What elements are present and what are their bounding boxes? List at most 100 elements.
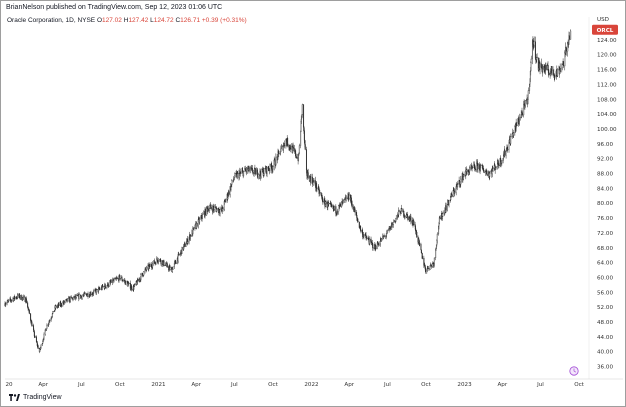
y-axis-tick-label: 56.00 [597,290,613,296]
candle-body [539,63,541,71]
candle-body [111,279,113,283]
candle-body [292,147,294,149]
candle-body [225,199,227,202]
candle-body [401,208,403,212]
candle-body [420,243,422,251]
candle-body [196,223,198,229]
candle-body [451,194,453,197]
y-axis-tick-label: 92.00 [597,157,613,163]
y-axis-tick-label: 124.00 [597,38,617,44]
candle-body [378,243,380,246]
candle-body [298,145,300,154]
x-axis-tick-label: Apr [38,382,48,388]
candle-body [413,220,415,225]
candle-body [193,227,195,229]
candle-body [163,260,165,266]
ohlc-change: +0.39 (+0.31%) [201,17,247,24]
candle-body [20,295,22,298]
candle-body [416,232,418,238]
candle-body [216,208,218,210]
candle-body [392,221,394,225]
footer-brand[interactable]: TradingView [9,394,62,401]
candle-body [266,166,268,174]
candle-body [469,167,471,172]
candle-body [287,138,289,146]
x-axis-tick-label: 20 [5,382,13,388]
x-axis: 20 Apr Jul Oct 2021 Apr Jul Oct 2022 Apr Jul Oct 202… [5,378,623,388]
candle-body [398,210,400,212]
x-axis-tick-label: Apr [497,382,507,388]
y-axis-tick-label: 108.00 [597,97,617,103]
candle-body [466,169,468,172]
candle-body [351,203,353,208]
candle-body [90,292,92,296]
candle-body [322,200,324,203]
candle-body [34,336,36,338]
candle-body [93,290,95,292]
y-axis-tick-label: 68.00 [597,246,613,252]
candle-body [533,41,535,46]
candle-body [474,168,476,171]
candle-body [190,235,192,237]
candle-body [489,171,491,174]
candle-body [272,166,274,170]
clock-alert-icon[interactable] [569,366,579,376]
candle-body [234,173,236,178]
candle-body [87,293,89,297]
candle-body [172,266,174,270]
candle-body [181,247,183,255]
candle-body [348,194,350,200]
y-axis-tick-label: 116.00 [597,68,617,74]
candle-body [557,69,559,76]
candle-body [263,168,265,174]
candle-body [5,303,7,305]
candle-body [510,136,512,144]
candle-body [419,243,421,245]
y-axis-tick-label: 60.00 [597,275,613,281]
candle-body [325,201,327,205]
y-axis-tick-label: 120.00 [597,53,617,59]
candle-body [563,61,565,67]
candle-body [354,209,356,213]
candle-body [339,203,341,207]
candle-body [199,218,201,223]
candle-body [530,58,532,63]
ohlc-low-label: L [150,17,154,24]
candle-body [554,75,556,77]
candle-body [304,144,306,150]
y-axis-currency: USD [597,17,609,23]
candle-body [460,178,462,185]
candle-body [169,267,171,270]
x-axis-tick-label: 2021 [151,382,166,388]
candle-body [31,325,33,327]
candle-body [513,132,515,136]
candles-group [4,29,572,354]
candle-body [204,208,206,216]
candle-body [483,171,485,173]
candle-body [166,263,168,268]
candle-body [425,268,427,273]
candle-body [46,325,48,329]
candle-body [209,205,211,209]
y-axis-tick-label: 72.00 [597,231,613,237]
candle-body [430,264,432,267]
y-axis-tick-label: 52.00 [597,305,613,311]
candle-body [201,214,203,219]
candle-body [534,41,536,59]
candle-body [501,160,503,164]
candle-body [360,230,362,231]
candle-body [281,145,283,148]
candle-body [331,205,333,207]
candle-body [248,169,250,172]
y-axis-tick-label: 104.00 [597,112,617,118]
candle-body [279,151,281,155]
ohlc-open-label: O [96,17,103,24]
ohlc-low: 124.72 [153,17,174,24]
candle-body [436,233,438,241]
candle-body [210,207,212,209]
candle-body [407,214,409,217]
candle-body [243,171,245,177]
candle-body [157,260,159,263]
